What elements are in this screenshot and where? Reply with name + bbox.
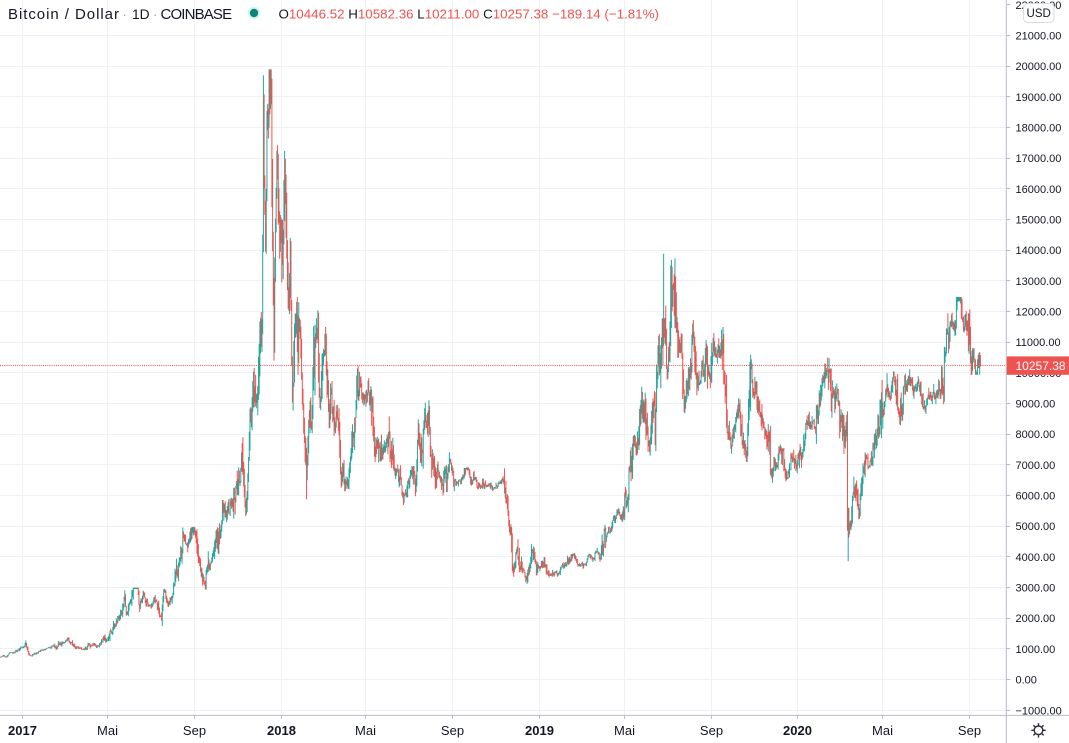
svg-text:5000.00: 5000.00	[1016, 521, 1056, 533]
svg-text:Sep: Sep	[700, 723, 723, 738]
svg-text:6000.00: 6000.00	[1016, 491, 1056, 503]
svg-text:2019: 2019	[525, 723, 554, 738]
svg-text:1000.00: 1000.00	[1016, 644, 1056, 656]
svg-text:16000.00: 16000.00	[1016, 184, 1062, 196]
svg-text:Mai: Mai	[97, 723, 118, 738]
svg-text:4000.00: 4000.00	[1016, 552, 1056, 564]
svg-text:9000.00: 9000.00	[1016, 399, 1056, 411]
svg-text:18000.00: 18000.00	[1016, 123, 1062, 135]
svg-text:Bitcoin / Dollar: Bitcoin / Dollar	[8, 6, 120, 23]
svg-text:·: ·	[123, 7, 127, 22]
svg-text:20000.00: 20000.00	[1016, 61, 1062, 73]
svg-text:17000.00: 17000.00	[1016, 153, 1062, 165]
svg-text:−1000.00: −1000.00	[1016, 705, 1062, 717]
svg-text:14000.00: 14000.00	[1016, 245, 1062, 257]
svg-text:Mai: Mai	[355, 723, 376, 738]
svg-text:Mai: Mai	[614, 723, 635, 738]
svg-text:·: ·	[153, 7, 157, 22]
svg-text:2018: 2018	[267, 723, 296, 738]
svg-text:0.00: 0.00	[1016, 675, 1037, 687]
svg-text:Sep: Sep	[183, 723, 206, 738]
svg-text:Sep: Sep	[958, 723, 981, 738]
svg-text:11000.00: 11000.00	[1016, 337, 1061, 349]
svg-text:2017: 2017	[8, 723, 37, 738]
svg-text:19000.00: 19000.00	[1016, 92, 1062, 104]
svg-text:USD: USD	[1027, 8, 1051, 20]
svg-text:Mai: Mai	[872, 723, 893, 738]
svg-text:1D: 1D	[132, 7, 150, 22]
svg-text:2000.00: 2000.00	[1016, 613, 1056, 625]
svg-text:2020: 2020	[783, 723, 812, 738]
svg-text:Sep: Sep	[441, 723, 464, 738]
svg-text:7000.00: 7000.00	[1016, 460, 1056, 472]
svg-text:21000.00: 21000.00	[1016, 30, 1062, 42]
svg-text:10257.38: 10257.38	[1016, 359, 1066, 373]
svg-text:13000.00: 13000.00	[1016, 276, 1062, 288]
svg-text:COINBASE: COINBASE	[161, 6, 233, 23]
svg-text:O10446.52 H10582.36 L10211.0: O10446.52 H10582.36 L10211.00 C10257.38 …	[279, 7, 659, 22]
svg-text:8000.00: 8000.00	[1016, 429, 1056, 441]
svg-text:15000.00: 15000.00	[1016, 215, 1062, 227]
svg-text:12000.00: 12000.00	[1016, 307, 1062, 319]
svg-text:3000.00: 3000.00	[1016, 583, 1056, 595]
